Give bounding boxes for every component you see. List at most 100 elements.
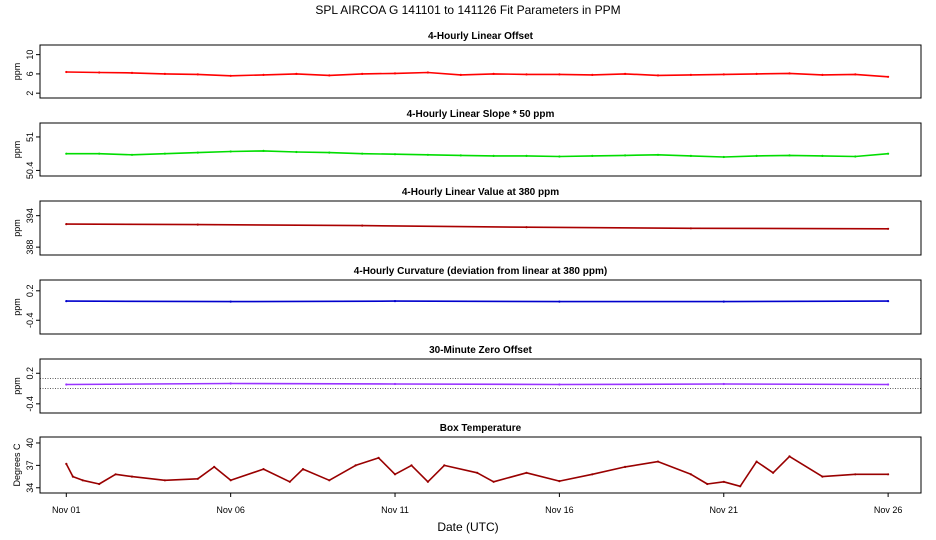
data-point	[887, 152, 890, 155]
plot-frame	[39, 122, 922, 177]
data-point	[295, 150, 298, 154]
data-point	[65, 223, 68, 226]
x-tick-label: Nov 06	[216, 505, 245, 515]
data-point	[558, 480, 561, 483]
series-line-1	[66, 382, 889, 386]
y-tick-label: -0.4	[25, 312, 35, 328]
data-point	[706, 482, 709, 486]
data-point	[71, 475, 74, 478]
series-line-1	[66, 150, 889, 158]
data-point	[656, 153, 660, 156]
data-point	[887, 300, 890, 303]
y-tick-label: 0.2	[25, 285, 35, 298]
data-point	[739, 485, 742, 488]
data-point	[361, 224, 364, 227]
data-point	[887, 227, 890, 230]
data-point	[163, 152, 166, 155]
data-point	[525, 73, 528, 76]
data-point	[558, 300, 561, 303]
data-point	[722, 73, 725, 76]
plot-frame	[39, 436, 922, 494]
data-point	[788, 154, 791, 157]
plot-frame	[39, 200, 922, 256]
data-point	[689, 227, 693, 230]
data-point	[887, 383, 890, 386]
data-point	[722, 480, 725, 483]
data-point	[525, 226, 528, 229]
data-point	[98, 152, 101, 155]
data-point	[443, 464, 446, 467]
data-point	[591, 473, 594, 476]
data-point	[288, 480, 291, 483]
data-point	[163, 479, 166, 482]
panel-title: 30-Minute Zero Offset	[429, 345, 532, 356]
data-point	[262, 73, 265, 76]
data-point	[361, 72, 364, 75]
panel-title: 4-Hourly Linear Slope * 50 ppm	[407, 109, 555, 120]
panel-title: 4-Hourly Curvature (deviation from linea…	[354, 266, 607, 277]
data-point	[656, 460, 660, 463]
data-point	[301, 468, 305, 471]
data-point	[525, 471, 528, 474]
data-point	[492, 480, 495, 483]
x-tick-label: Nov 21	[709, 505, 738, 515]
data-point	[558, 73, 561, 76]
data-point	[459, 73, 462, 76]
panel-title: 4-Hourly Linear Offset	[428, 31, 534, 42]
data-point	[722, 155, 725, 159]
data-point	[755, 72, 758, 75]
data-point	[426, 480, 429, 483]
data-point	[854, 73, 857, 76]
data-point	[722, 382, 725, 386]
y-axis-label: ppm	[12, 141, 22, 159]
data-point	[65, 300, 68, 303]
data-point	[426, 153, 429, 156]
data-point	[130, 71, 134, 74]
y-tick-label: 0.2	[25, 367, 35, 380]
data-point	[591, 154, 594, 157]
data-point	[328, 151, 331, 154]
y-axis-label: ppm	[12, 377, 22, 395]
y-tick-label: 50.4	[25, 162, 35, 180]
data-point	[689, 154, 693, 157]
data-point	[65, 70, 68, 74]
panel-4: 4-Hourly Curvature (deviation from linea…	[12, 266, 922, 335]
figure-title: SPL AIRCOA G 141101 to 141126 Fit Parame…	[315, 3, 620, 17]
data-point	[196, 223, 199, 226]
x-tick-label: Nov 16	[545, 505, 574, 515]
plot-frame	[39, 279, 922, 335]
data-point	[410, 464, 413, 467]
data-point	[656, 74, 660, 77]
y-tick-label: 2	[25, 91, 35, 96]
data-point	[887, 75, 890, 78]
series-line-1	[66, 71, 889, 78]
plot-frame	[39, 358, 922, 414]
data-point	[361, 152, 364, 155]
y-tick-label: 51	[25, 132, 35, 142]
data-point	[262, 149, 265, 152]
data-point	[393, 300, 397, 303]
data-point	[196, 73, 199, 76]
data-point	[354, 464, 357, 467]
data-point	[772, 471, 775, 474]
data-point	[65, 383, 68, 386]
data-point	[262, 468, 265, 471]
plot-frame	[39, 44, 922, 99]
y-tick-label: 388	[25, 240, 35, 255]
data-point	[821, 73, 824, 76]
panel-title: Box Temperature	[440, 423, 522, 434]
y-axis-label: ppm	[12, 298, 22, 316]
data-point	[213, 465, 216, 468]
series-line-1	[66, 223, 889, 230]
x-axis-label: Date (UTC)	[437, 520, 498, 534]
data-point	[755, 154, 758, 157]
data-point	[98, 482, 101, 486]
data-point	[492, 72, 495, 75]
data-point	[163, 72, 166, 75]
data-point	[229, 74, 232, 77]
x-tick-label: Nov 26	[874, 505, 903, 515]
data-point	[558, 155, 561, 158]
y-tick-label: 394	[25, 208, 35, 223]
